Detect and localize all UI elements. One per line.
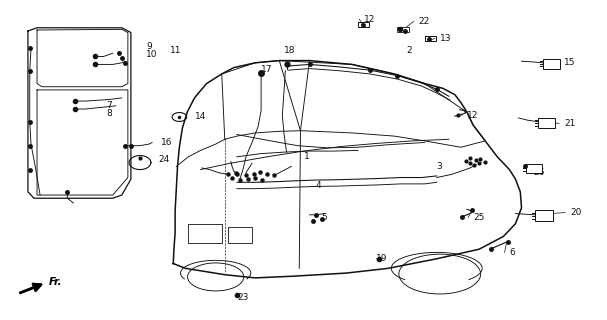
Bar <box>538 118 555 128</box>
Text: 2: 2 <box>407 45 412 55</box>
Text: 25: 25 <box>473 213 484 222</box>
Bar <box>535 210 553 221</box>
Text: 11: 11 <box>171 45 181 55</box>
Text: 20: 20 <box>570 208 582 217</box>
Text: 15: 15 <box>564 58 575 67</box>
Bar <box>543 59 560 69</box>
Bar <box>398 27 410 32</box>
Text: 22: 22 <box>419 17 430 26</box>
Text: 10: 10 <box>146 50 158 59</box>
Text: 6: 6 <box>509 248 515 257</box>
Text: 12: 12 <box>364 15 376 24</box>
Text: 24: 24 <box>158 156 169 164</box>
Text: 13: 13 <box>439 34 451 43</box>
Text: 1: 1 <box>304 152 309 161</box>
Text: 17: 17 <box>261 65 273 74</box>
Text: 4: 4 <box>316 181 321 190</box>
Text: 18: 18 <box>284 45 296 55</box>
Text: 14: 14 <box>194 113 206 122</box>
Text: 19: 19 <box>376 254 388 263</box>
Text: 7: 7 <box>107 101 112 110</box>
Text: 8: 8 <box>107 109 112 118</box>
Bar <box>526 164 541 173</box>
Text: 9: 9 <box>146 42 152 52</box>
Text: 12: 12 <box>467 111 478 120</box>
Text: 21: 21 <box>564 119 575 128</box>
Text: 23: 23 <box>237 292 248 301</box>
Text: 16: 16 <box>161 138 172 147</box>
Text: 26: 26 <box>534 168 545 177</box>
Text: 5: 5 <box>322 213 327 222</box>
Text: Fr.: Fr. <box>49 277 63 287</box>
Text: 3: 3 <box>436 162 443 171</box>
